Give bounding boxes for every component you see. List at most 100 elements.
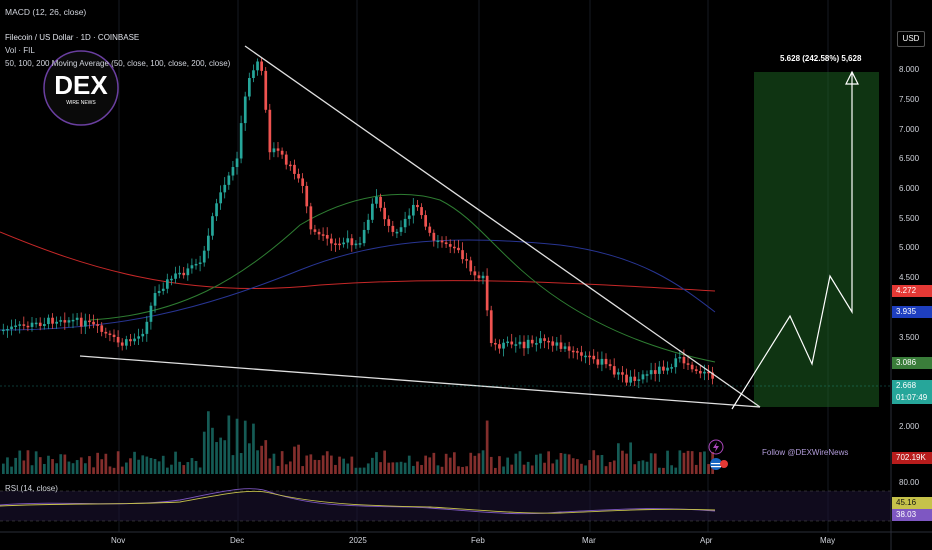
candle-body: [22, 324, 26, 326]
candle-body: [10, 326, 13, 330]
candle-body: [108, 333, 112, 336]
volume-bar: [416, 461, 419, 474]
volume-bar: [88, 456, 91, 474]
candle-body: [432, 232, 436, 241]
volume-bar: [366, 463, 370, 474]
volume-bar: [63, 454, 67, 474]
volume-bar: [469, 452, 473, 474]
wedge-lower-line[interactable]: [79, 355, 761, 408]
candle-body: [346, 238, 350, 243]
candle-body: [75, 317, 79, 320]
candle-body: [416, 204, 419, 208]
flag-icon[interactable]: [710, 458, 722, 470]
volume-bar: [301, 466, 304, 474]
volume-bar: [166, 467, 169, 474]
candle-body: [272, 148, 276, 153]
volume-bar: [580, 463, 583, 474]
earnings-badge[interactable]: [720, 460, 728, 468]
price-tick-label: 2.000: [899, 422, 920, 431]
candle-body: [477, 275, 481, 279]
candle-body: [174, 273, 177, 279]
candle-body: [662, 366, 665, 371]
volume-bar: [473, 455, 477, 474]
volume-bar: [485, 420, 489, 474]
volume-bar: [338, 456, 341, 474]
candle-body: [506, 341, 509, 344]
candle-body: [129, 339, 132, 342]
candle-body: [457, 247, 460, 251]
time-tick-label: Nov: [111, 536, 126, 545]
time-tick-label: May: [820, 536, 836, 545]
volume-bar: [22, 460, 26, 474]
candle-body: [215, 203, 218, 217]
volume-bar: [112, 467, 116, 474]
candle-body: [2, 329, 5, 332]
volume-bar: [457, 466, 460, 474]
volume-bar: [407, 455, 411, 474]
candle-body: [703, 371, 706, 374]
candle-body: [301, 178, 304, 186]
symbol-title[interactable]: Filecoin / US Dollar · 1D · COINBASE: [5, 33, 140, 42]
candle-body: [588, 355, 591, 358]
volume-bar: [621, 450, 624, 474]
candle-body: [580, 352, 583, 356]
candle-body: [34, 322, 38, 325]
ma200-price-tag: 4.272: [892, 285, 932, 297]
candle-body: [469, 260, 473, 272]
candle-body: [510, 341, 514, 345]
candle-body: [211, 216, 214, 236]
volume-bar: [145, 456, 149, 474]
volume-bar: [428, 457, 432, 474]
volume-bar: [686, 450, 690, 474]
countdown-tag: 01:07:49: [892, 392, 932, 404]
candle-body: [239, 123, 243, 159]
currency-button[interactable]: USD: [897, 31, 925, 47]
candle-body: [231, 167, 235, 176]
volume-bar: [264, 440, 268, 474]
volume-bar: [194, 460, 198, 474]
volume-bar: [588, 460, 591, 474]
wedge-upper-line[interactable]: [244, 45, 761, 408]
rsi-ma-line: [0, 490, 716, 514]
volume-bar: [248, 443, 251, 474]
volume-bar: [383, 450, 386, 474]
volume-bar: [510, 464, 514, 474]
candle-body: [235, 158, 239, 168]
volume-bar: [551, 463, 555, 474]
volume-bar: [371, 457, 374, 474]
candle-body: [268, 109, 272, 153]
candle-body: [157, 290, 161, 294]
bolt-icon[interactable]: [708, 439, 724, 455]
volume-bar: [100, 459, 104, 474]
candle-body: [518, 341, 522, 345]
volume-bar: [334, 464, 337, 474]
candle-body: [284, 154, 288, 165]
volume-bar: [47, 455, 50, 474]
last-price-tag: 2.668: [892, 380, 932, 392]
candle-body: [227, 175, 231, 185]
candle-body: [264, 70, 268, 110]
volume-bar: [584, 465, 587, 474]
candle-body: [182, 272, 186, 276]
volume-bar: [674, 467, 678, 474]
volume-bar: [629, 442, 632, 474]
volume-bar: [38, 457, 42, 474]
volume-bar: [223, 440, 227, 474]
volume-bar: [84, 463, 87, 474]
volume-bar: [678, 450, 682, 474]
candle-body: [14, 325, 17, 327]
volume-bar: [239, 453, 243, 474]
svg-text:DEX: DEX: [54, 70, 108, 100]
volume-bar: [670, 465, 673, 474]
volume-label: Vol · FIL: [5, 46, 35, 55]
volume-bar: [608, 462, 612, 474]
volume-bar: [535, 454, 538, 474]
candle-body: [178, 272, 181, 275]
volume-bar: [313, 459, 317, 474]
volume-bar: [699, 452, 702, 474]
volume-bar: [444, 453, 448, 474]
volume-bar: [276, 465, 280, 474]
volume-bar: [10, 466, 13, 474]
volume-bar: [494, 467, 497, 474]
